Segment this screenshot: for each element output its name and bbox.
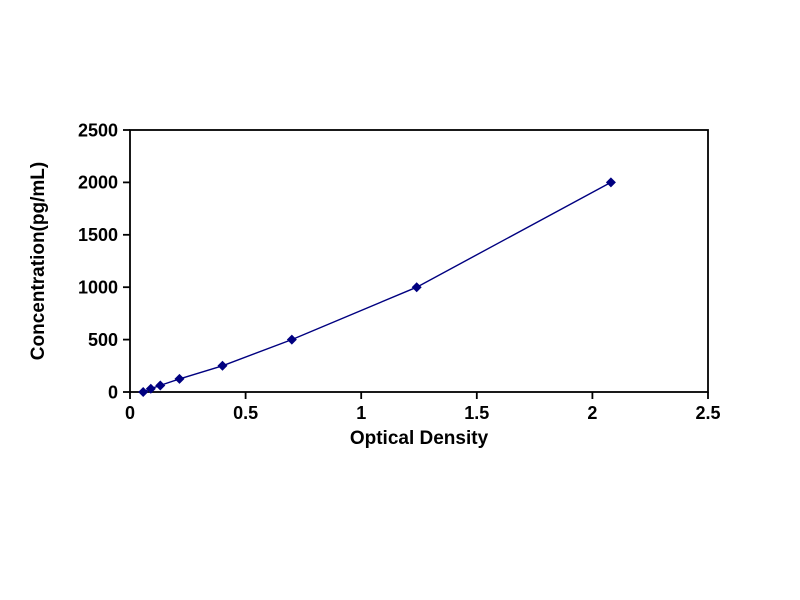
x-tick-label: 0 [125,403,135,423]
x-tick-label: 2 [587,403,597,423]
x-tick-label: 0.5 [233,403,258,423]
y-tick-label: 1000 [78,278,118,298]
data-point-diamond [605,177,616,188]
x-axis-title: Optical Density [350,428,489,449]
series-line [142,181,612,393]
data-series-layer [138,177,616,397]
y-tick-label: 0 [108,382,118,402]
x-axis-ticks: 0 0.5 1 1.5 2 2.5 [125,392,721,423]
y-axis-title: Concentration(pg/mL) [28,162,49,360]
data-point-diamond [138,387,149,397]
y-tick-label: 500 [88,330,118,350]
data-point-diamond [286,334,297,345]
y-tick-label: 1500 [78,225,118,245]
x-tick-label: 1.5 [464,403,489,423]
y-tick-label: 2500 [78,120,118,140]
data-point-diamond [411,282,422,293]
x-tick-label: 2.5 [695,403,720,423]
y-tick-label: 2000 [78,173,118,193]
plot-area-border [129,129,709,393]
data-point-diamond [174,373,185,384]
data-point-diamond [155,380,166,391]
y-axis-ticks: 0 500 1000 1500 2000 2500 [78,120,130,402]
data-point-diamond [145,383,156,394]
x-tick-label: 1 [356,403,366,423]
data-point-diamond [217,360,228,371]
